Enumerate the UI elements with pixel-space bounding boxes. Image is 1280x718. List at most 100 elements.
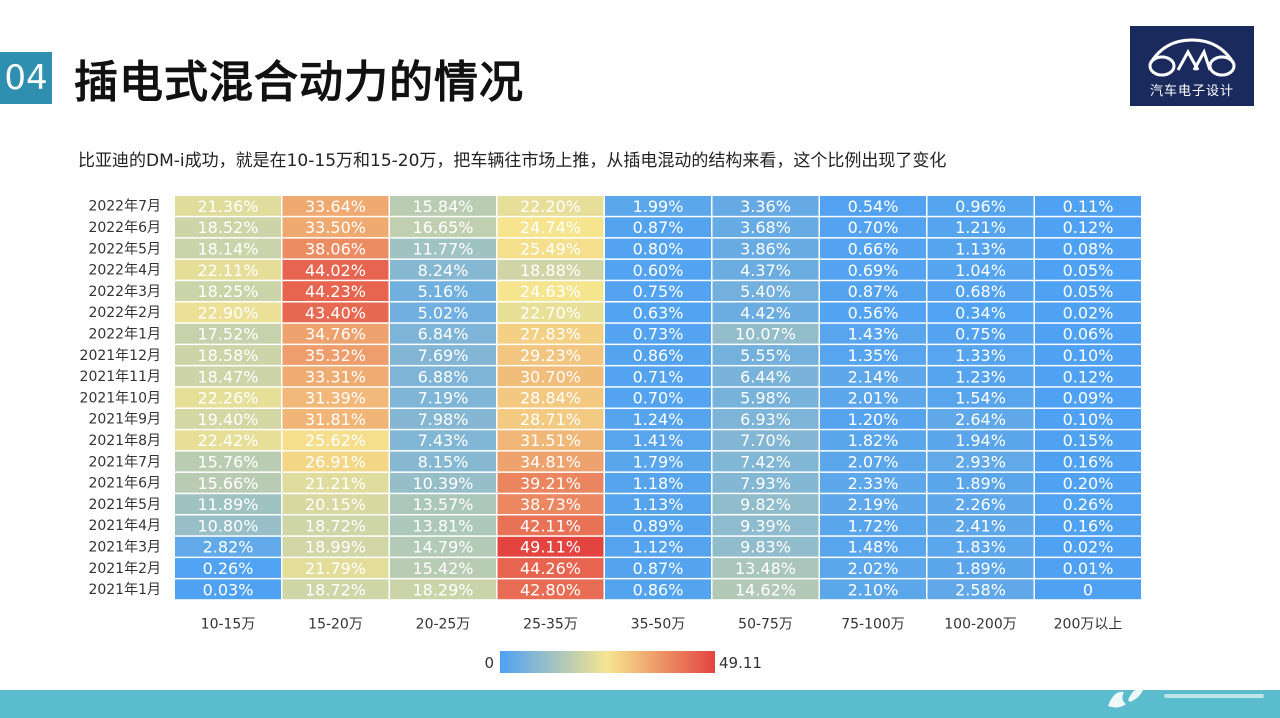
- cell-value-label: 33.31%: [305, 367, 366, 386]
- cell-value-label: 5.16%: [418, 282, 469, 301]
- heatmap-cell: [282, 323, 389, 344]
- cell-value-label: 27.83%: [520, 325, 581, 344]
- cell-value-label: 1.04%: [955, 261, 1006, 280]
- heatmap-cell: [390, 217, 496, 238]
- cell-value-label: 18.25%: [197, 282, 258, 301]
- heatmap-cell: [1035, 387, 1141, 408]
- heatmap-cell: [712, 238, 819, 259]
- heatmap-cell: [175, 430, 281, 451]
- cell-value-label: 5.40%: [740, 282, 791, 301]
- heatmap-cell: [820, 472, 926, 493]
- heatmap-cell: [712, 302, 819, 323]
- cell-value-label: 0.34%: [955, 303, 1006, 322]
- logo-text: 汽车电子设计: [1149, 84, 1234, 99]
- heatmap-cell: [175, 409, 281, 429]
- heatmap-chart: 21.36% 33.64% 15.84% 22.20% 1.99% 3.36% 0.54% 0…: [80, 196, 1141, 673]
- heatmap-cell: [175, 558, 281, 578]
- cell-value-label: 28.71%: [520, 410, 581, 429]
- cell-value-label: 7.19%: [418, 389, 469, 408]
- heatmap-cell: [927, 217, 1034, 238]
- heatmap-cell: [927, 472, 1034, 493]
- heatmap-cell: [927, 515, 1034, 536]
- cell-value-label: 6.84%: [418, 325, 469, 344]
- row-label: 2021年4月: [88, 518, 161, 534]
- cell-value-label: 5.02%: [418, 303, 469, 322]
- heatmap-cell: [282, 579, 389, 600]
- heatmap-cell: [282, 281, 389, 301]
- heatmap-cell: [175, 281, 281, 301]
- cell-value-label: 1.18%: [633, 474, 684, 493]
- cell-value-label: 0.69%: [848, 261, 899, 280]
- row-label: 2021年9月: [88, 412, 161, 428]
- cell-value-label: 31.51%: [520, 431, 581, 450]
- heatmap-cell: [927, 281, 1034, 301]
- heatmap-cell: [605, 430, 711, 451]
- heatmap-cell: [497, 558, 604, 578]
- heatmap-cell: [497, 430, 604, 451]
- cell-value-label: 18.52%: [197, 218, 258, 237]
- cell-value-label: 7.93%: [740, 474, 791, 493]
- row-label: 2021年11月: [80, 369, 161, 385]
- heatmap-cell: [1035, 366, 1141, 387]
- cell-value-label: 1.72%: [848, 516, 899, 535]
- heatmap-cell: [497, 238, 604, 259]
- heatmap-cell: [605, 345, 711, 365]
- heatmap-cell: [605, 451, 711, 472]
- heatmap-cell: [175, 472, 281, 493]
- cell-value-label: 8.15%: [418, 453, 469, 472]
- heatmap-cell: [390, 281, 496, 301]
- cell-value-label: 1.12%: [633, 538, 684, 557]
- heatmap-cell: [820, 579, 926, 600]
- cell-value-label: 0.68%: [955, 282, 1006, 301]
- row-label: 2022年6月: [88, 220, 161, 236]
- cell-value-label: 2.33%: [848, 474, 899, 493]
- cell-value-label: 29.23%: [520, 346, 581, 365]
- cell-value-label: 0.73%: [633, 325, 684, 344]
- cell-value-label: 11.77%: [412, 240, 473, 259]
- heatmap-cell: [712, 536, 819, 557]
- car-logo-icon: [1148, 38, 1236, 77]
- heatmap-cell: [282, 259, 389, 280]
- heatmap-cell: [175, 366, 281, 387]
- heatmap-cell: [390, 302, 496, 323]
- heatmap-cell: [927, 579, 1034, 600]
- cell-value-label: 0.86%: [633, 580, 684, 599]
- cell-value-label: 34.81%: [520, 453, 581, 472]
- heatmap-cell: [1035, 345, 1141, 365]
- cell-value-label: 18.99%: [305, 538, 366, 557]
- cell-value-label: 24.74%: [520, 218, 581, 237]
- cell-value-label: 18.29%: [412, 580, 473, 599]
- row-label: 2021年8月: [88, 433, 161, 449]
- cell-value-label: 42.11%: [520, 516, 581, 535]
- heatmap-cell: [820, 515, 926, 536]
- cell-value-label: 9.82%: [740, 495, 791, 514]
- heatmap-cell: [282, 558, 389, 578]
- heatmap-cell: [712, 579, 819, 600]
- cell-value-label: 42.80%: [520, 580, 581, 599]
- heatmap-cell: [820, 494, 926, 514]
- heatmap-cell: [927, 430, 1034, 451]
- heatmap-cell: [927, 323, 1034, 344]
- heatmap-cell: [497, 366, 604, 387]
- heatmap-cell: [390, 323, 496, 344]
- cell-value-label: 1.35%: [848, 346, 899, 365]
- cell-value-label: 1.24%: [633, 410, 684, 429]
- heatmap-cell: [390, 558, 496, 578]
- cell-value-label: 0.06%: [1063, 325, 1114, 344]
- heatmap-cell: [282, 451, 389, 472]
- column-label: 200万以上: [1054, 617, 1123, 633]
- heatmap-cell: [175, 259, 281, 280]
- heatmap-cell: [282, 366, 389, 387]
- cell-value-label: 22.42%: [197, 431, 258, 450]
- heatmap-cell: [175, 515, 281, 536]
- page-title: 插电式混合动力的情况: [74, 57, 524, 108]
- row-label: 2021年3月: [88, 539, 161, 555]
- heatmap-cell: [605, 323, 711, 344]
- cell-value-label: 14.62%: [735, 580, 796, 599]
- cell-value-label: 5.98%: [740, 389, 791, 408]
- cell-value-label: 2.64%: [955, 410, 1006, 429]
- cell-value-label: 6.93%: [740, 410, 791, 429]
- heatmap-cell: [497, 515, 604, 536]
- cell-value-label: 2.10%: [848, 580, 899, 599]
- row-label: 2021年2月: [88, 561, 161, 577]
